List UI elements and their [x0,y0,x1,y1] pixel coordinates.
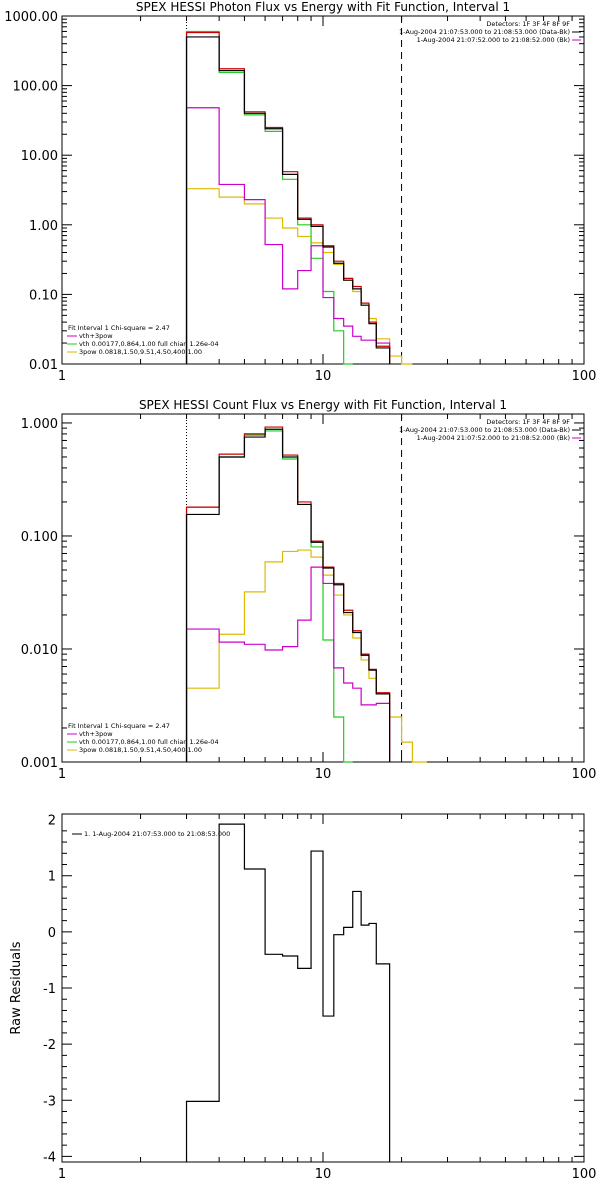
y-tick-label: 100.00 [13,80,59,95]
chart-1: SPEX HESSI Photon Flux vs Energy with Fi… [4,0,596,384]
legend-top-right-item: 1-Aug-2004 21:07:52.000 to 21:08:52.000 … [417,434,570,442]
chart-2: SPEX HESSI Count Flux vs Energy with Fit… [21,398,597,782]
series-5-line [185,188,413,365]
y-axis-label: Raw Residuals [9,941,24,1034]
series-3-line [185,107,391,364]
series-2-line [185,31,391,364]
y-tick-label: 1.00 [29,219,58,234]
x-tick-label: 10 [315,767,332,782]
x-tick-label: 1 [58,767,66,782]
y-tick-label: 1.000 [21,417,58,432]
y-tick-label: 10.00 [21,149,58,164]
series-1-line [185,428,391,762]
x-tick-label: 10 [315,1167,332,1182]
series-2-line [185,426,391,762]
y-tick-label: -2 [43,1038,56,1053]
plot-frame [61,15,585,365]
chart-title: SPEX HESSI Count Flux vs Energy with Fit… [139,398,507,412]
legend-bottom-left-item: Fit Interval 1 Chi-square = 2.47 [68,324,170,332]
x-tick-label: 10 [315,369,332,384]
legend-top-right-item: 1-Aug-2004 21:07:53.000 to 21:08:53.000 … [399,426,570,434]
x-tick-label: 100 [572,369,597,384]
x-tick-label: 100 [572,1167,597,1182]
y-tick-label: 1000.00 [4,10,58,25]
legend-bottom-left-item: vth 0.00177,0.864,1.00 full chian 1.26e-… [79,340,219,348]
legend-top-right-item: Detectors: 1F 3F 4F 8F 9F [486,20,570,28]
legend-top-right-item: 1-Aug-2004 21:07:52.000 to 21:08:52.000 … [417,36,570,44]
y-tick-label: 2 [48,814,56,829]
y-tick-label: 0.01 [29,358,58,373]
series-3-line [185,566,391,762]
y-tick-label: 0.010 [21,643,58,658]
y-tick-label: -3 [43,1094,56,1109]
x-tick-label: 100 [572,767,597,782]
series-5-line [185,549,427,763]
series-1-line [185,823,391,1162]
legend-bottom-left-item: 3pow 0.0818,1.50,9.51,4.50,400,1.00 [79,746,202,754]
legend-bottom-left-item: Fit Interval 1 Chi-square = 2.47 [68,722,170,730]
y-tick-label: 1 [48,870,56,885]
y-tick-label: -1 [43,982,56,997]
legend-top-right-item: 1-Aug-2004 21:07:53.000 to 21:08:53.000 … [399,28,570,36]
series-1-line [185,36,391,364]
legend-bottom-left-item: vth+3pow [79,332,113,340]
y-tick-label: 0.10 [29,288,58,303]
legend-top-right-item: Detectors: 1F 3F 4F 8F 9F [486,418,570,426]
y-tick-label: 0.001 [21,756,58,771]
y-tick-label: -4 [43,1150,56,1165]
y-tick-label: 0.100 [21,530,58,545]
chart-title: SPEX HESSI Photon Flux vs Energy with Fi… [136,0,510,14]
legend-bottom-left-item: 3pow 0.0818,1.50,9.51,4.50,400,1.00 [79,348,202,356]
series-4-line [185,430,353,763]
legend-bottom-left-item: vth 0.00177,0.864,1.00 full chian 1.26e-… [79,738,219,746]
legend-bottom-left-item: vth+3pow [79,730,113,738]
x-tick-label: 1 [58,369,66,384]
x-tick-label: 1 [58,1167,66,1182]
series-4-line [185,30,353,365]
legend-item: 1. 1-Aug-2004 21:07:53.000 to 21:08:53.0… [84,830,230,838]
y-tick-label: 0 [48,926,56,941]
